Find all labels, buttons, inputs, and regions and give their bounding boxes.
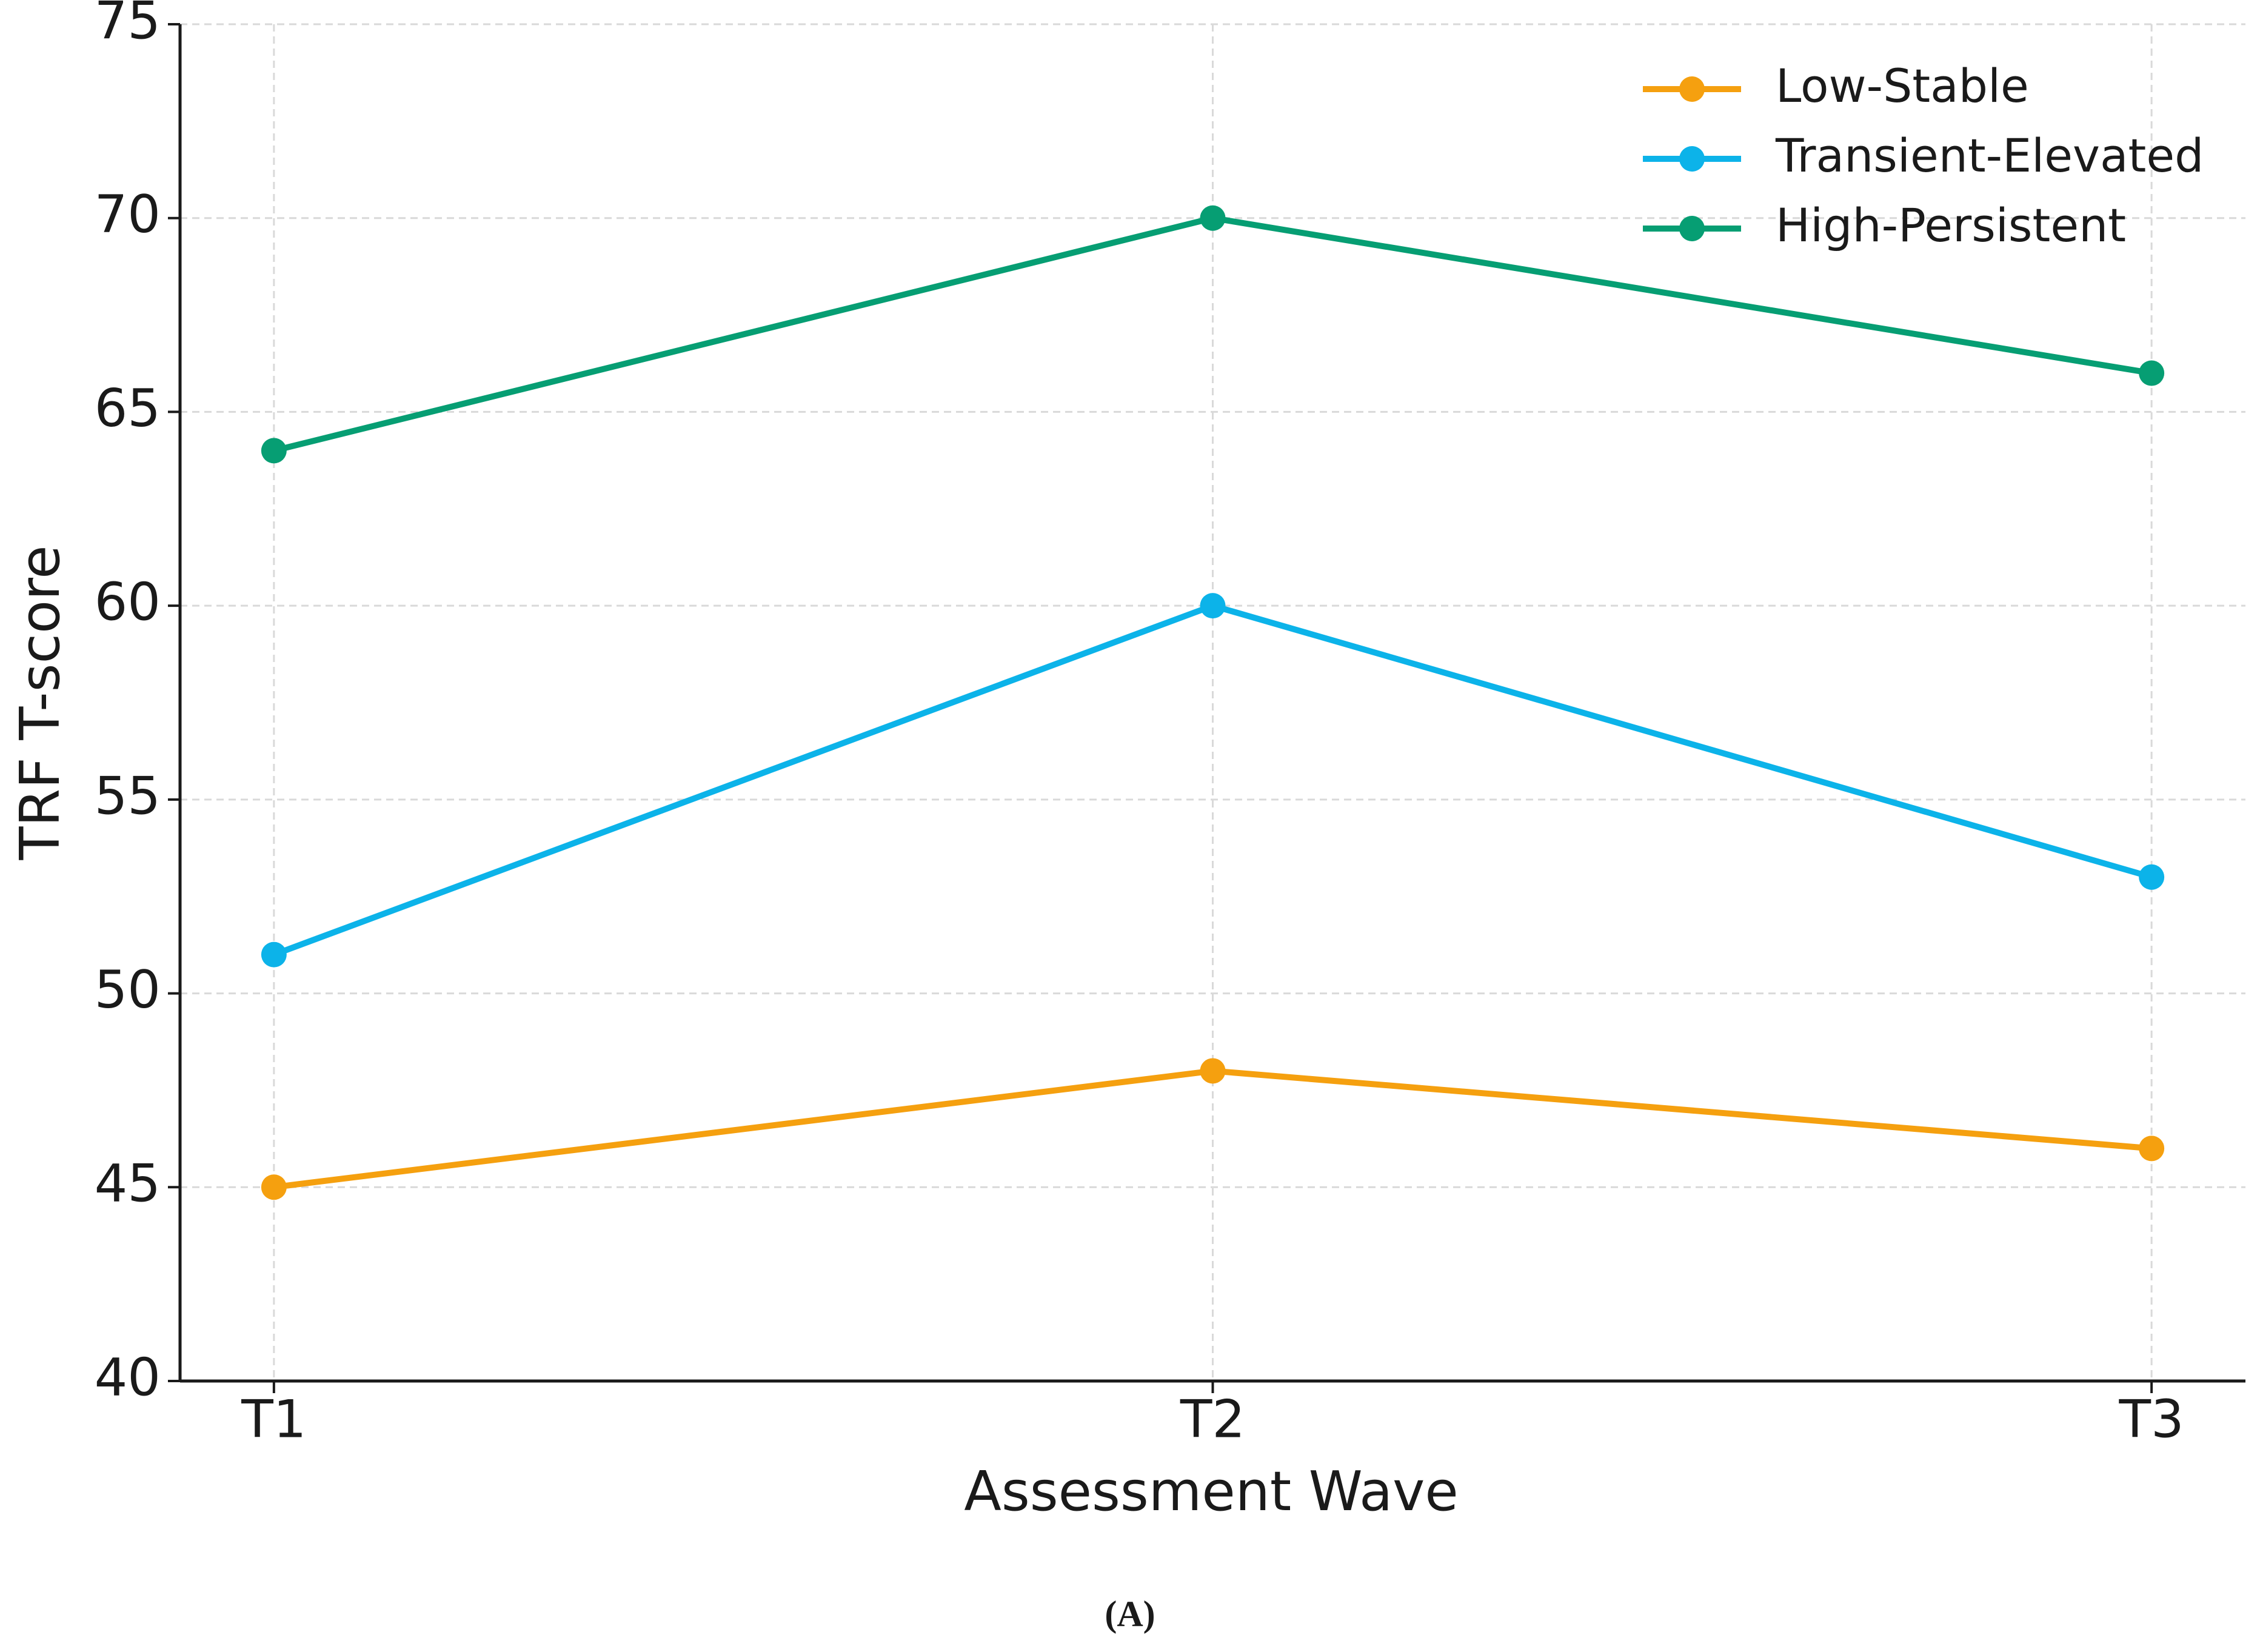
- data-point: [1200, 205, 1226, 231]
- y-tick-label: 40: [95, 1347, 161, 1408]
- data-point: [1200, 593, 1226, 619]
- data-point: [2139, 360, 2165, 386]
- legend-marker: [1679, 76, 1705, 102]
- y-tick-label: 60: [95, 572, 161, 633]
- y-tick-label: 50: [95, 960, 161, 1020]
- legend-label: Low-Stable: [1776, 59, 2029, 113]
- data-point: [261, 941, 287, 968]
- x-axis-label: Assessment Wave: [964, 1460, 1459, 1523]
- data-point: [2139, 864, 2165, 890]
- x-tick-label: T1: [241, 1389, 306, 1450]
- y-tick-label: 45: [95, 1154, 161, 1214]
- data-point: [1200, 1058, 1226, 1084]
- y-tick-label: 75: [95, 0, 161, 51]
- caption: (A): [1105, 1594, 1155, 1634]
- data-point: [2139, 1135, 2165, 1162]
- x-tick-label: T2: [1180, 1389, 1245, 1450]
- y-tick-label: 55: [95, 766, 161, 826]
- x-tick-label: T3: [2119, 1389, 2184, 1450]
- data-point: [261, 438, 287, 464]
- y-tick-label: 65: [95, 378, 161, 439]
- legend-marker: [1679, 216, 1705, 241]
- y-axis-label: TRF T-score: [8, 546, 72, 861]
- legend-label: High-Persistent: [1776, 198, 2126, 252]
- legend-marker: [1679, 146, 1705, 172]
- data-point: [261, 1174, 287, 1200]
- y-tick-label: 70: [95, 184, 161, 245]
- legend-label: Transient-Elevated: [1775, 129, 2204, 182]
